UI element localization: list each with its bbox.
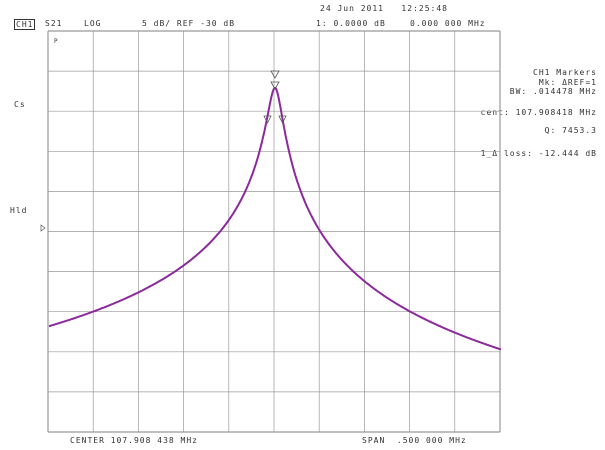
format: LOG [84,19,102,28]
markers-mode: Mk: ΔREF=1 [538,78,597,87]
marker-3-icon [278,115,287,124]
label-p: P [54,38,59,45]
marker-readout: 1: 0.0000 dB [316,19,386,28]
loss: 1_Δ loss: -12.444 dB [480,149,597,158]
span-label: SPAN .500 000 MHz [362,436,467,445]
marker-2-icon [263,115,272,124]
label-cs: Cs [14,100,26,109]
q-factor: Q: 7453.3 [544,126,597,135]
markers-title: CH1 Markers [533,68,597,77]
label-hld: Hld [10,206,28,215]
scale: 5 dB/ REF -30 dB [142,19,236,28]
datetime: 24 Jun 2011 12:25:48 [320,4,448,13]
bandwidth: BW: .014478 MHz [509,87,597,96]
marker-ref-icon [270,81,280,90]
center-freq: cent: 107.908418 MHz [480,108,597,117]
ref-position-icon [40,224,46,232]
marker-frequency: 0.000 000 MHz [410,19,486,28]
center-label: CENTER 107.908 438 MHz [70,436,198,445]
marker-icons [263,70,287,124]
marker-1-icon [270,70,280,79]
channel-badge[interactable]: CH1 [14,19,36,30]
trace-s21 [48,86,502,351]
parameter: S21 [45,19,63,28]
